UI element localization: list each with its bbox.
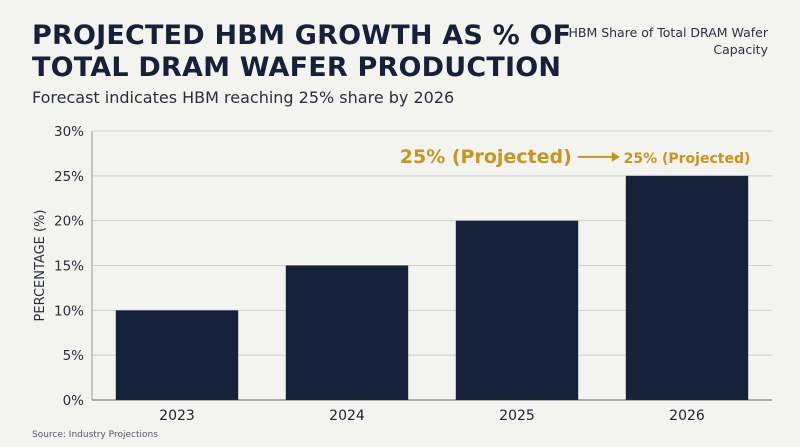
y-axis-title: PERCENTAGE (%) <box>33 210 48 322</box>
x-tick-label: 2024 <box>329 408 365 424</box>
source-note: Source: Industry Projections <box>32 430 158 440</box>
data-label: 25% (Projected) <box>624 151 751 167</box>
chart-subtitle: Forecast indicates HBM reaching 25% shar… <box>32 88 455 107</box>
y-tick-label: 30% <box>54 124 84 140</box>
bar-2026 <box>625 175 749 400</box>
callout-label: 25% (Projected) <box>400 146 572 168</box>
y-tick-label: 0% <box>63 393 85 409</box>
bar-2025 <box>455 220 579 400</box>
chart-title: PROJECTED HBM GROWTH AS % OF TOTAL DRAM … <box>32 20 572 83</box>
arrow-icon <box>611 151 620 162</box>
x-tick-label: 2023 <box>159 408 195 424</box>
y-tick-label: 5% <box>63 348 85 364</box>
bar-2024 <box>285 265 409 400</box>
bar-2023 <box>115 310 239 400</box>
x-tick-label: 2026 <box>669 408 705 424</box>
y-tick-label: 25% <box>54 169 84 185</box>
y-tick-label: 20% <box>54 214 84 230</box>
legend: HBM Share of Total DRAM Wafer Capacity <box>568 25 768 57</box>
y-tick-label: 10% <box>54 303 84 319</box>
y-tick-label: 15% <box>54 259 84 275</box>
x-tick-label: 2025 <box>499 408 535 424</box>
